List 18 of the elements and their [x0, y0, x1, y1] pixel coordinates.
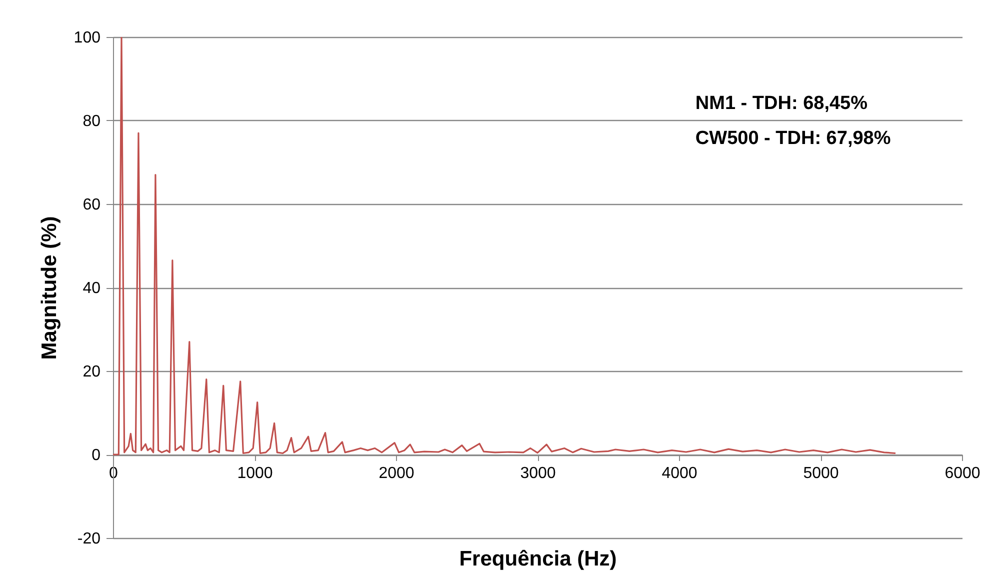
y-tick-label: 80 [82, 113, 101, 130]
annotation: NM1 - TDH: 68,45% [695, 93, 868, 114]
y-tick-label: -20 [77, 530, 101, 548]
y-axis-title: Magnitude (%) [38, 216, 61, 360]
y-tick-label: 60 [82, 196, 101, 214]
y-tick-label: 20 [82, 364, 101, 380]
x-tick-label: 6000 [944, 465, 980, 482]
x-tick-label: 5000 [803, 465, 839, 482]
y-tick-label: 100 [74, 30, 101, 46]
y-tick-label: 40 [82, 280, 101, 297]
x-tick-label: 1000 [237, 465, 273, 482]
x-tick-label: 3000 [520, 465, 556, 482]
y-tick-label: 0 [92, 447, 101, 464]
x-tick-label: 2000 [378, 465, 414, 482]
annotation: CW500 - TDH: 67,98% [695, 128, 891, 149]
x-tick-label: 4000 [662, 465, 698, 482]
line-series [113, 37, 896, 456]
x-axis-title: Frequência (Hz) [459, 548, 617, 570]
